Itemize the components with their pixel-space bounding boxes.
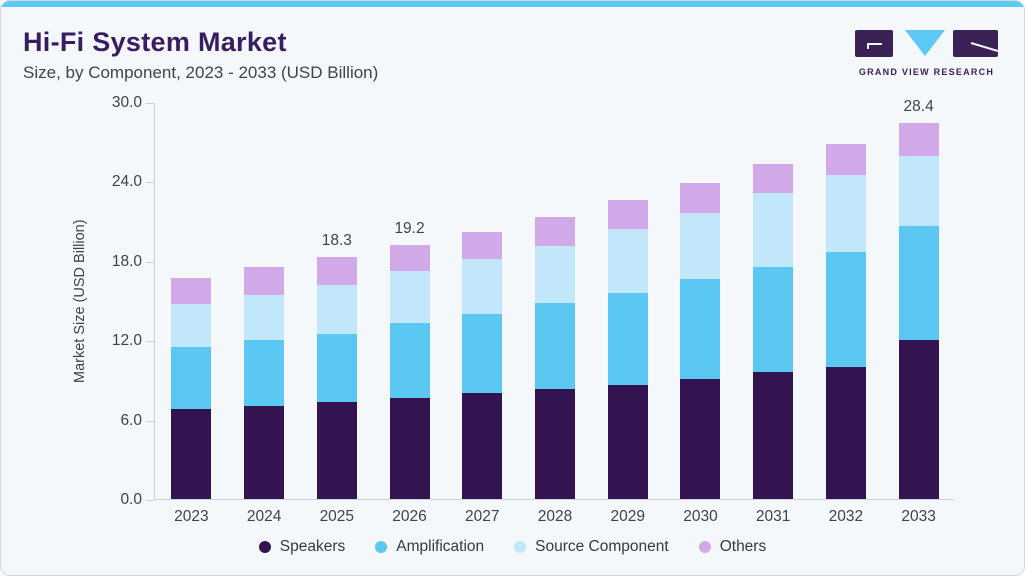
bar-segment-speakers bbox=[753, 371, 794, 499]
bar-segment-speakers bbox=[389, 398, 430, 499]
bar-segment-source-component bbox=[462, 259, 503, 314]
x-axis-tick-label: 2029 bbox=[610, 508, 645, 525]
bar-segment-others bbox=[753, 164, 794, 194]
bar-segment-others bbox=[171, 278, 212, 305]
bar-segment-source-component bbox=[171, 304, 212, 347]
bar-segment-others bbox=[607, 199, 648, 230]
chart-legend: Speakers Amplification Source Component Oth… bbox=[1, 538, 1024, 556]
y-axis-tick bbox=[146, 341, 154, 343]
bar-segment-others bbox=[825, 144, 866, 175]
bar-segment-speakers bbox=[680, 378, 721, 499]
x-axis-tick-label: 2027 bbox=[465, 508, 500, 525]
legend-item-amplification: Amplification bbox=[375, 538, 484, 556]
bar-segment-amplification bbox=[316, 333, 357, 403]
bar-segment-amplification bbox=[607, 292, 648, 386]
legend-label: Amplification bbox=[396, 538, 485, 555]
bar-segment-speakers bbox=[244, 406, 285, 499]
x-axis-tick-label: 2028 bbox=[537, 508, 573, 525]
legend-item-source-component: Source Component bbox=[514, 538, 669, 556]
bar-total-label: 18.3 bbox=[321, 231, 352, 249]
bar-segment-speakers bbox=[898, 340, 939, 499]
bar-segment-amplification bbox=[535, 303, 575, 390]
bar-segment-source-component bbox=[607, 229, 648, 293]
logo-r-mark bbox=[970, 42, 999, 52]
bar-segment-others bbox=[535, 217, 575, 247]
x-axis-tick-label: 2026 bbox=[392, 508, 427, 525]
bar-segment-source-component bbox=[244, 295, 285, 341]
legend-marker-speakers-icon bbox=[258, 541, 271, 553]
legend-label: Source Component bbox=[535, 538, 669, 555]
bar-segment-source-component bbox=[898, 156, 939, 227]
legend-item-speakers: Speakers bbox=[258, 538, 346, 556]
y-axis-tick-label: 30.0 bbox=[111, 94, 142, 111]
page-subtitle: Size, by Component, 2023 - 2033 (USD Bil… bbox=[23, 63, 379, 82]
bar-segment-amplification bbox=[244, 340, 285, 407]
page-title: Hi-Fi System Market bbox=[23, 27, 287, 57]
logo-v-triangle bbox=[905, 30, 945, 56]
x-axis-tick-label: 2024 bbox=[246, 508, 282, 525]
y-axis-tick bbox=[146, 103, 154, 104]
bar-segment-source-component bbox=[316, 284, 357, 334]
gvr-logo-mark bbox=[855, 30, 999, 57]
bar-segment-amplification bbox=[825, 251, 866, 367]
bar-segment-others bbox=[244, 267, 285, 296]
x-axis-tick-label: 2033 bbox=[901, 508, 936, 525]
plot-area: 0.0 6.0 12.0 18.0 24.0 30.0 2023 2024 18.3 2025 19… bbox=[112, 94, 954, 525]
y-axis-tick-label: 24.0 bbox=[111, 173, 142, 191]
y-axis-tick bbox=[146, 261, 154, 263]
y-axis-label: Market Size (USD Billion) bbox=[72, 219, 88, 384]
bar-segment-amplification bbox=[898, 226, 939, 341]
bar-segment-source-component bbox=[825, 174, 866, 252]
legend-marker-amplification-icon bbox=[375, 541, 388, 553]
gvr-logo: GRAND VIEW RESEARCH bbox=[854, 30, 999, 77]
bar-segment-amplification bbox=[753, 267, 794, 372]
y-axis-tick bbox=[146, 420, 154, 422]
legend-marker-others-icon bbox=[698, 541, 711, 553]
bar-segment-others bbox=[389, 244, 430, 272]
bar-segment-others bbox=[680, 182, 721, 214]
legend-label: Others bbox=[719, 538, 767, 555]
bar-segment-others bbox=[316, 256, 357, 285]
bar-segment-speakers bbox=[462, 393, 503, 499]
gvr-logo-text: GRAND VIEW RESEARCH bbox=[858, 67, 995, 77]
bar-segment-amplification bbox=[389, 323, 430, 399]
legend-marker-source-component-icon bbox=[514, 541, 527, 553]
bar-segment-others bbox=[898, 123, 939, 157]
chart-header: Hi-Fi System Market Size, by Component, … bbox=[23, 27, 378, 83]
bar-segment-source-component bbox=[535, 246, 575, 304]
y-axis-tick-label: 12.0 bbox=[111, 332, 142, 350]
legend-label: Speakers bbox=[279, 538, 346, 555]
logo-g-mark bbox=[867, 43, 882, 49]
bar-segment-source-component bbox=[680, 213, 721, 280]
x-axis-tick-label: 2031 bbox=[755, 508, 791, 525]
top-accent-bar bbox=[1, 1, 1024, 7]
bar-segment-amplification bbox=[462, 313, 503, 394]
bar-segment-amplification bbox=[680, 279, 721, 379]
bar-segment-source-component bbox=[753, 193, 794, 268]
x-axis-tick-label: 2025 bbox=[319, 508, 355, 525]
bar-segment-others bbox=[462, 231, 503, 260]
x-axis-tick-label: 2032 bbox=[828, 508, 864, 525]
bar-segment-amplification bbox=[171, 346, 212, 410]
bar-segment-source-component bbox=[389, 271, 430, 323]
bar-segment-speakers bbox=[607, 385, 648, 499]
bar-segment-speakers bbox=[825, 366, 866, 499]
x-axis-tick-label: 2030 bbox=[683, 508, 718, 525]
y-axis-tick bbox=[146, 182, 154, 184]
bar-segment-speakers bbox=[171, 409, 212, 499]
bar-total-label: 19.2 bbox=[394, 219, 425, 237]
x-axis-tick-label: 2023 bbox=[174, 508, 209, 525]
bar-segment-speakers bbox=[316, 402, 357, 499]
y-axis-tick bbox=[146, 500, 154, 501]
legend-item-others: Others bbox=[698, 538, 767, 556]
bar-total-label: 28.4 bbox=[903, 98, 934, 116]
y-axis-tick-label: 6.0 bbox=[120, 411, 142, 429]
y-axis-tick-label: 0.0 bbox=[120, 491, 142, 508]
y-axis-tick-label: 18.0 bbox=[111, 252, 142, 270]
bar-segment-speakers bbox=[535, 389, 575, 499]
